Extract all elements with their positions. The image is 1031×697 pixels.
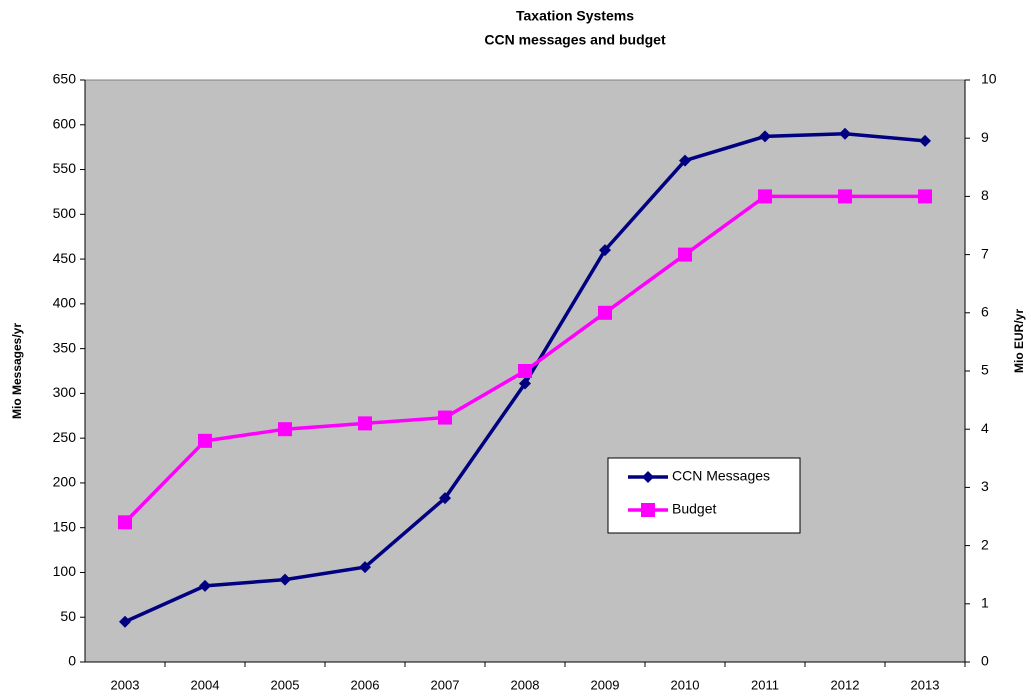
x-tick-label: 2010 xyxy=(671,677,700,692)
diamond-marker xyxy=(119,615,131,628)
y-tick-label: 100 xyxy=(53,563,77,579)
y2-tick-label: 0 xyxy=(981,653,989,669)
y-tick-label: 250 xyxy=(53,429,77,445)
diamond-marker xyxy=(439,492,451,505)
y2-tick-label: 1 xyxy=(981,595,989,611)
y2-tick-label: 5 xyxy=(981,362,989,378)
square-marker xyxy=(918,189,932,204)
x-tick-label: 2012 xyxy=(831,677,860,692)
y-tick-label: 600 xyxy=(53,115,77,131)
y2-tick-label: 9 xyxy=(981,129,989,145)
square-marker xyxy=(198,433,212,448)
x-tick-label: 2013 xyxy=(911,677,940,692)
y-tick-label: 200 xyxy=(53,474,77,490)
diamond-marker xyxy=(359,561,371,574)
chart-subtitle: CCN messages and budget xyxy=(484,32,666,48)
x-tick-label: 2011 xyxy=(751,677,779,692)
y-tick-label: 350 xyxy=(53,339,77,355)
x-tick-label: 2003 xyxy=(111,677,140,692)
y2-tick-label: 3 xyxy=(981,478,989,494)
diamond-marker xyxy=(642,471,654,483)
y-tick-label: 0 xyxy=(68,653,76,669)
y-axis-label: Mio Messages/yr xyxy=(10,323,24,419)
y2-tick-label: 6 xyxy=(981,304,989,320)
square-marker xyxy=(118,515,132,530)
y-tick-label: 500 xyxy=(53,205,77,221)
y2-tick-label: 10 xyxy=(981,71,997,87)
y-tick-label: 550 xyxy=(53,160,77,176)
y-tick-label: 50 xyxy=(60,608,76,624)
diamond-marker xyxy=(519,377,531,390)
square-marker xyxy=(758,189,772,204)
y-tick-label: 300 xyxy=(53,384,77,400)
legend-label: CCN Messages xyxy=(672,468,770,484)
diamond-marker xyxy=(279,573,291,586)
y2-tick-label: 4 xyxy=(981,420,989,436)
square-marker xyxy=(598,305,612,320)
y2-tick-label: 7 xyxy=(981,245,989,261)
diamond-marker xyxy=(599,244,611,257)
legend-label: Budget xyxy=(672,501,716,517)
x-tick-label: 2007 xyxy=(431,677,460,692)
x-tick-label: 2005 xyxy=(271,677,300,692)
y2-axis-label: Mio EUR/yr xyxy=(1012,309,1026,373)
square-marker xyxy=(278,422,292,437)
x-tick-label: 2008 xyxy=(511,677,540,692)
x-tick-label: 2006 xyxy=(351,677,380,692)
y-tick-label: 400 xyxy=(53,295,77,311)
x-tick-label: 2009 xyxy=(591,677,620,692)
square-marker xyxy=(358,416,372,431)
y-tick-label: 450 xyxy=(53,250,77,266)
diamond-marker xyxy=(759,130,771,143)
square-marker xyxy=(678,247,692,262)
diamond-marker xyxy=(839,127,851,140)
x-tick-label: 2004 xyxy=(191,677,220,692)
y2-tick-label: 2 xyxy=(981,536,989,552)
square-marker xyxy=(518,364,532,378)
chart-title: Taxation Systems xyxy=(516,8,634,24)
y-tick-label: 650 xyxy=(53,71,77,87)
square-marker xyxy=(641,503,655,517)
legend-box xyxy=(607,457,801,534)
y-tick-label: 150 xyxy=(53,518,77,534)
square-marker xyxy=(838,189,852,204)
y2-tick-label: 8 xyxy=(981,187,989,203)
diamond-marker xyxy=(679,154,691,167)
diamond-marker xyxy=(199,579,211,592)
square-marker xyxy=(438,410,452,425)
diamond-marker xyxy=(919,134,931,147)
